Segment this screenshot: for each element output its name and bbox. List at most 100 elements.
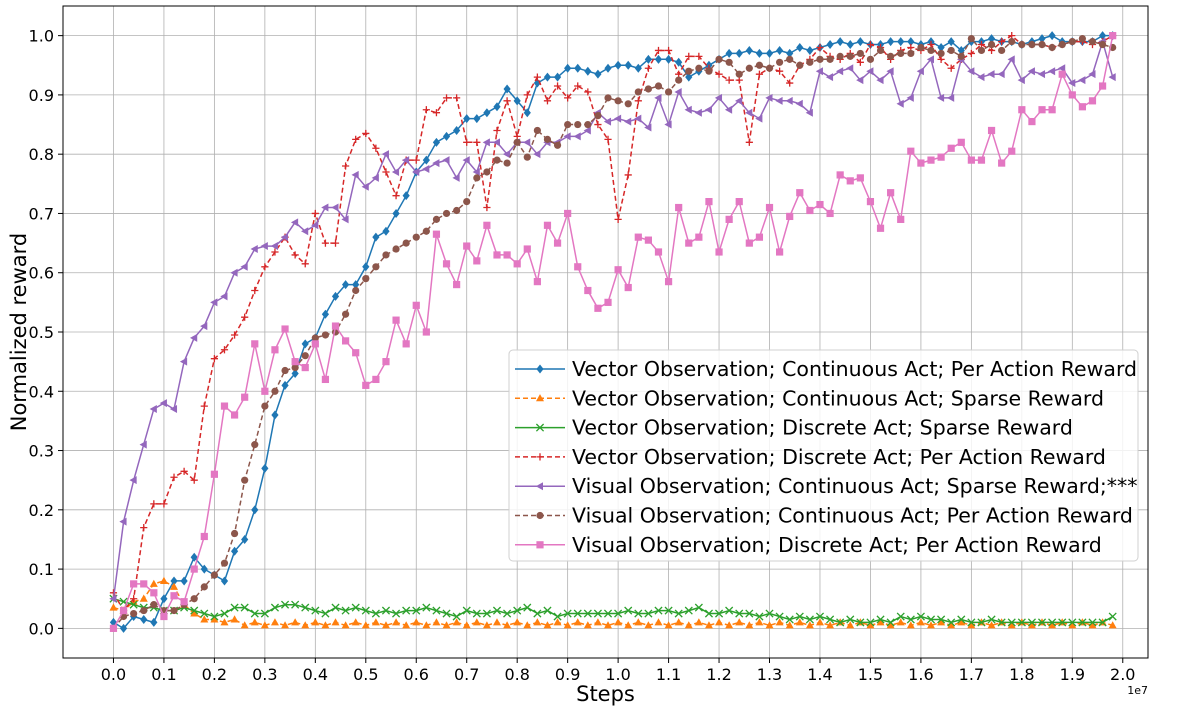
data-point-marker [352,349,360,357]
data-point-marker [584,66,592,76]
data-point-marker [876,224,885,232]
data-point-marker [624,100,632,108]
data-point-marker [331,239,340,247]
data-point-marker [240,603,249,612]
data-point-marker [422,328,430,336]
data-point-marker [927,621,935,629]
data-point-marker [967,618,976,627]
data-point-marker [341,621,350,629]
data-point-marker [1068,621,1077,629]
series-line [112,35,1114,629]
data-point-marker [624,621,633,629]
data-point-marker [483,168,491,176]
data-point-marker [654,248,663,256]
data-point-marker [473,257,481,265]
data-point-marker [724,105,733,114]
data-point-marker [432,215,441,223]
data-point-marker [594,304,602,312]
data-point-marker [896,99,904,108]
data-point-marker [583,126,591,135]
x-axis-ticks: 0.0 0.1 0.2 0.3 0.4 0.5 0.6 0.7 0.8 0.9 1.0 1.1 1.2 1… [101,658,1135,684]
data-point-marker [1078,35,1086,43]
data-point-marker [190,552,198,562]
data-point-marker [200,322,208,331]
data-point-marker [170,582,179,590]
x-tick-label: 1.0 [605,665,630,684]
data-point-marker [513,138,521,146]
data-point-marker [876,46,885,55]
data-point-marker [1048,621,1057,629]
data-point-marker [1008,147,1016,155]
data-point-marker [453,94,461,102]
data-point-marker [725,606,734,615]
data-point-marker [462,606,471,615]
data-point-marker [684,621,693,629]
data-point-marker [785,615,794,624]
data-point-marker [654,93,662,102]
data-point-marker [331,603,340,612]
x-tick-label: 1.6 [908,665,933,684]
data-point-marker [685,52,693,60]
data-point-marker [694,618,703,626]
data-point-marker [725,215,733,223]
data-point-marker [987,70,995,79]
data-point-marker [291,358,299,366]
data-point-marker [755,612,764,621]
data-point-marker [412,301,420,309]
data-point-marker [926,615,936,624]
data-point-marker [927,156,935,164]
data-point-marker [109,594,117,603]
data-point-marker [613,114,622,123]
data-point-marker [463,138,471,146]
x-tick-label: 0.9 [555,665,580,684]
data-point-marker [452,612,461,621]
data-point-marker [210,355,218,363]
data-point-marker [371,618,380,626]
data-point-marker [533,73,541,81]
data-point-marker [725,621,734,629]
data-point-marker [1088,97,1097,105]
data-point-marker [290,218,299,227]
data-point-marker [493,156,501,164]
data-point-marker [1098,40,1107,49]
data-point-marker [604,298,612,306]
data-point-marker [291,363,299,372]
data-point-marker [352,280,360,290]
data-point-marker [704,105,712,114]
data-point-marker [906,621,915,629]
data-point-marker [745,239,753,247]
data-point-marker [230,529,239,538]
data-point-marker [584,120,592,129]
data-point-marker [695,64,703,72]
series-line [112,34,1114,612]
data-point-marker [342,310,350,318]
series-2 [109,576,1117,629]
data-point-marker [614,609,623,618]
data-point-marker [675,203,683,212]
data-point-marker [352,286,360,295]
legend-label: Vector Observation; Discrete Act; Sparse… [572,416,1073,440]
data-point-marker [382,226,390,236]
data-point-marker [936,93,945,102]
data-point-marker [119,517,127,526]
data-point-marker [432,618,441,626]
data-point-marker [876,615,885,624]
data-point-marker [150,500,158,508]
data-point-marker [1047,67,1056,76]
data-point-marker [907,37,915,47]
y-tick-label: 0.6 [29,264,54,283]
data-point-marker [866,621,875,629]
data-point-marker [755,618,764,626]
data-point-marker [553,72,562,82]
data-point-marker [543,221,552,229]
data-point-marker [674,609,683,618]
data-point-marker [573,609,582,618]
data-point-marker [1108,612,1117,621]
data-point-marker [816,200,824,209]
data-point-marker [442,94,451,102]
data-point-marker [987,34,996,44]
data-series [109,31,1117,633]
data-point-marker [261,402,269,410]
data-point-marker [805,615,814,624]
